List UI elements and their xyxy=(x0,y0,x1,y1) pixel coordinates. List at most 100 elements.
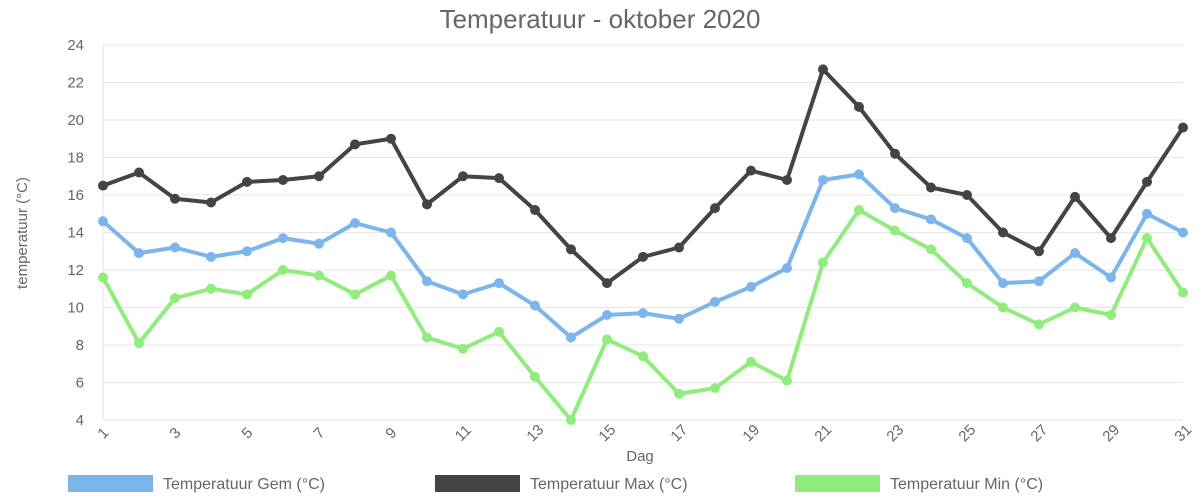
data-point[interactable] xyxy=(890,203,900,214)
data-point[interactable] xyxy=(170,193,180,204)
data-point[interactable] xyxy=(242,246,252,257)
data-point[interactable] xyxy=(602,334,612,345)
data-point[interactable] xyxy=(638,308,648,319)
data-point[interactable] xyxy=(494,278,504,289)
data-point[interactable] xyxy=(854,169,864,180)
legend-item-1[interactable]: Temperatuur Gem (°C) xyxy=(68,475,325,493)
data-point[interactable] xyxy=(134,248,144,259)
data-point[interactable] xyxy=(566,332,576,343)
data-point[interactable] xyxy=(98,180,108,191)
data-point[interactable] xyxy=(98,216,108,227)
data-point[interactable] xyxy=(926,182,936,193)
y-tick-label: 10 xyxy=(67,300,84,317)
data-point[interactable] xyxy=(746,356,756,367)
data-point[interactable] xyxy=(242,176,252,187)
data-point[interactable] xyxy=(890,148,900,159)
data-point[interactable] xyxy=(458,171,468,182)
data-point[interactable] xyxy=(314,171,324,182)
data-point[interactable] xyxy=(1034,246,1044,257)
data-point[interactable] xyxy=(422,199,432,210)
data-point[interactable] xyxy=(170,293,180,304)
data-point[interactable] xyxy=(350,218,360,229)
data-point[interactable] xyxy=(674,388,684,399)
data-point[interactable] xyxy=(1070,248,1080,259)
data-point[interactable] xyxy=(1106,233,1116,244)
series-1 xyxy=(98,169,1188,343)
data-point[interactable] xyxy=(566,415,576,425)
data-point[interactable] xyxy=(818,175,828,185)
data-point[interactable] xyxy=(710,383,720,394)
legend-item-2[interactable]: Temperatuur Max (°C) xyxy=(435,475,688,493)
data-point[interactable] xyxy=(962,233,972,244)
data-point[interactable] xyxy=(206,197,216,208)
data-point[interactable] xyxy=(998,302,1008,313)
data-point[interactable] xyxy=(530,205,540,215)
data-point[interactable] xyxy=(602,278,612,289)
data-point[interactable] xyxy=(386,227,396,238)
data-point[interactable] xyxy=(1142,208,1152,219)
data-point[interactable] xyxy=(710,296,720,307)
data-point[interactable] xyxy=(386,270,396,281)
data-point[interactable] xyxy=(566,244,576,255)
data-point[interactable] xyxy=(926,244,936,255)
data-point[interactable] xyxy=(638,351,648,362)
data-point[interactable] xyxy=(674,313,684,324)
data-point[interactable] xyxy=(422,276,432,287)
data-point[interactable] xyxy=(314,270,324,281)
data-point[interactable] xyxy=(782,263,792,274)
data-point[interactable] xyxy=(458,289,468,300)
data-point[interactable] xyxy=(1178,122,1188,133)
data-point[interactable] xyxy=(422,332,432,343)
data-point[interactable] xyxy=(926,214,936,225)
data-point[interactable] xyxy=(818,257,828,268)
data-point[interactable] xyxy=(98,272,108,283)
data-point[interactable] xyxy=(674,242,684,253)
data-point[interactable] xyxy=(458,343,468,354)
data-point[interactable] xyxy=(962,278,972,289)
data-point[interactable] xyxy=(602,310,612,320)
data-point[interactable] xyxy=(638,251,648,262)
x-tick-label: 27 xyxy=(1027,421,1051,445)
data-point[interactable] xyxy=(350,289,360,300)
data-point[interactable] xyxy=(278,175,288,185)
data-point[interactable] xyxy=(710,203,720,214)
data-point[interactable] xyxy=(782,375,792,386)
data-point[interactable] xyxy=(818,64,828,75)
data-point[interactable] xyxy=(998,227,1008,238)
data-point[interactable] xyxy=(746,165,756,176)
data-point[interactable] xyxy=(350,139,360,150)
data-point[interactable] xyxy=(134,338,144,349)
data-point[interactable] xyxy=(314,238,324,249)
data-point[interactable] xyxy=(530,371,540,382)
data-point[interactable] xyxy=(206,283,216,294)
data-point[interactable] xyxy=(1142,233,1152,244)
data-point[interactable] xyxy=(890,225,900,236)
data-point[interactable] xyxy=(386,133,396,144)
data-point[interactable] xyxy=(998,278,1008,289)
data-point[interactable] xyxy=(494,173,504,184)
data-point[interactable] xyxy=(1106,310,1116,320)
data-point[interactable] xyxy=(134,167,144,178)
data-point[interactable] xyxy=(1142,176,1152,187)
data-point[interactable] xyxy=(494,326,504,337)
data-point[interactable] xyxy=(962,190,972,200)
data-point[interactable] xyxy=(854,101,864,112)
data-point[interactable] xyxy=(206,251,216,262)
data-point[interactable] xyxy=(746,281,756,292)
data-point[interactable] xyxy=(782,175,792,185)
data-point[interactable] xyxy=(1178,227,1188,238)
data-point[interactable] xyxy=(1106,272,1116,283)
data-point[interactable] xyxy=(854,205,864,215)
data-point[interactable] xyxy=(1034,319,1044,330)
data-point[interactable] xyxy=(1070,302,1080,313)
data-point[interactable] xyxy=(1070,191,1080,202)
data-point[interactable] xyxy=(170,242,180,253)
data-point[interactable] xyxy=(242,289,252,300)
data-point[interactable] xyxy=(530,300,540,311)
data-point[interactable] xyxy=(1034,276,1044,287)
x-tick-label: 5 xyxy=(238,424,256,442)
data-point[interactable] xyxy=(278,265,288,275)
data-point[interactable] xyxy=(278,233,288,244)
legend-item-3[interactable]: Temperatuur Min (°C) xyxy=(795,475,1043,493)
data-point[interactable] xyxy=(1178,287,1188,298)
